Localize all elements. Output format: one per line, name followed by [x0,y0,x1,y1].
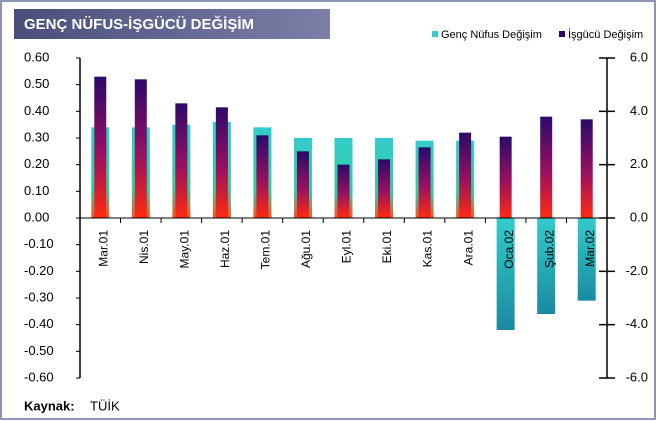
y-tick-label: -0.30 [24,289,54,304]
y-tick-label: 0.50 [24,76,49,91]
source-label: Kaynak: [24,398,75,413]
y-tick-label: -0.40 [24,316,54,331]
x-tick-label: Haz.01 [218,230,232,268]
x-tick-label: Nis.01 [137,230,151,264]
y2-tick-label: -4.0 [626,316,648,331]
y-tick-label: 0.10 [24,183,49,198]
bar [296,151,309,218]
y2-tick-label: 4.0 [630,103,648,118]
bar [418,147,431,218]
legend-swatch [559,31,565,37]
bar [499,136,512,218]
x-tick-label: Tem.01 [259,230,273,270]
bar [537,218,556,314]
chart-title: GENÇ NÜFUS-İŞGÜCÜ DEĞİŞİM [24,15,254,33]
bar [215,107,228,218]
y2-tick-label: -6.0 [626,369,648,384]
y-tick-label: 0.20 [24,156,49,171]
y-tick-label: -0.10 [24,236,54,251]
title-box [14,9,330,39]
bar [459,132,472,218]
bar [496,218,515,330]
x-tick-label: Mar.02 [583,230,597,267]
legend-label: İşgücü Değişim [568,28,643,41]
legend-label: Genç Nüfus Değişim [441,29,542,41]
y-tick-label: -0.50 [24,343,54,358]
bar [540,116,553,218]
bar [337,164,350,218]
x-tick-label: Ara.01 [461,230,475,266]
x-tick-label: Mar.01 [96,230,110,267]
y-tick-label: -0.20 [24,263,54,278]
bar [134,79,147,218]
x-tick-label: Oca.02 [502,230,516,269]
x-tick-label: Eyl.01 [340,230,354,264]
y2-tick-label: 0.0 [630,209,648,224]
bar [577,218,596,301]
x-tick-label: Eki.01 [380,230,394,264]
bar [94,76,107,219]
y2-tick-label: 6.0 [630,49,648,64]
bar [256,135,269,218]
bar [378,159,391,218]
y-tick-label: 0.40 [24,103,49,118]
x-tick-label: May.01 [178,230,192,269]
source: TÜİK [90,398,120,413]
bar [580,119,593,218]
x-tick-label: Kas.01 [421,230,435,268]
y2-tick-label: -2.0 [626,263,648,278]
x-tick-label: Şub.02 [542,230,556,268]
x-tick-label: Ağu.01 [299,230,313,268]
y2-tick-label: 2.0 [630,156,648,171]
y-tick-label: 0.00 [24,209,49,224]
legend-swatch [432,31,438,37]
y-tick-label: 0.30 [24,129,49,144]
y-tick-label: -0.60 [24,369,54,384]
bar [175,103,188,218]
y-tick-label: 0.60 [24,49,49,64]
